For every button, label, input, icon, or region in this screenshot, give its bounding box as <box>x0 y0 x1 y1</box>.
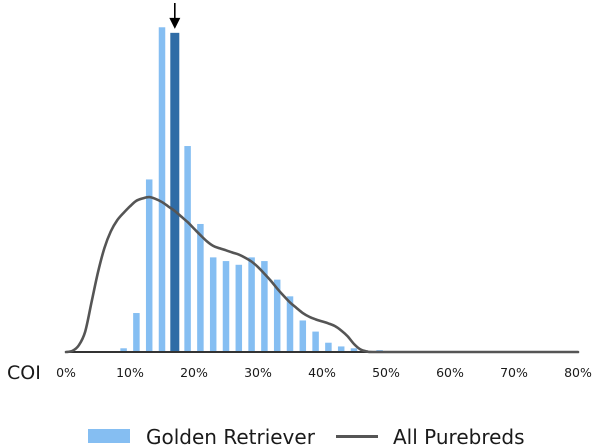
legend: Golden Retriever All Purebreds <box>88 425 525 447</box>
x-tick-label: 40% <box>308 365 336 380</box>
line-series-all-purebreds <box>64 195 580 354</box>
bar <box>325 342 332 352</box>
bar <box>145 179 153 352</box>
bar <box>235 264 243 352</box>
bar <box>209 257 217 352</box>
bar <box>273 279 281 352</box>
x-axis-label: COI <box>7 362 41 384</box>
bar <box>261 261 268 352</box>
bar <box>337 346 345 352</box>
x-tick-label: 60% <box>436 365 464 380</box>
bar <box>248 257 255 352</box>
x-tick-label: 0% <box>56 365 76 380</box>
bar <box>158 27 166 353</box>
x-tick-label: 20% <box>180 365 208 380</box>
x-tick-label: 30% <box>244 365 272 380</box>
highlighted-bar <box>170 32 180 353</box>
x-tick-label: 50% <box>372 365 400 380</box>
bar <box>133 313 140 352</box>
x-tick-label: 70% <box>500 365 528 380</box>
bar <box>286 296 294 352</box>
highlight-arrow <box>169 3 181 29</box>
bar <box>184 146 191 352</box>
bar <box>312 331 319 352</box>
bar-series-golden-retriever <box>120 27 383 353</box>
x-tick-label: 80% <box>564 365 592 380</box>
arrow-head <box>169 17 181 29</box>
bar <box>222 261 230 352</box>
bar <box>120 348 127 352</box>
legend-label-golden-retriever: Golden Retriever <box>146 425 316 447</box>
legend-label-all-purebreds: All Purebreds <box>393 425 525 447</box>
legend-swatch-golden-retriever <box>88 429 130 443</box>
bar <box>299 320 307 352</box>
bar <box>350 348 358 352</box>
x-tick-labels: 0% 10% 20% 30% 40% 50% 60% 70% 80% <box>56 365 592 380</box>
bar <box>197 223 204 352</box>
x-tick-label: 10% <box>116 365 144 380</box>
